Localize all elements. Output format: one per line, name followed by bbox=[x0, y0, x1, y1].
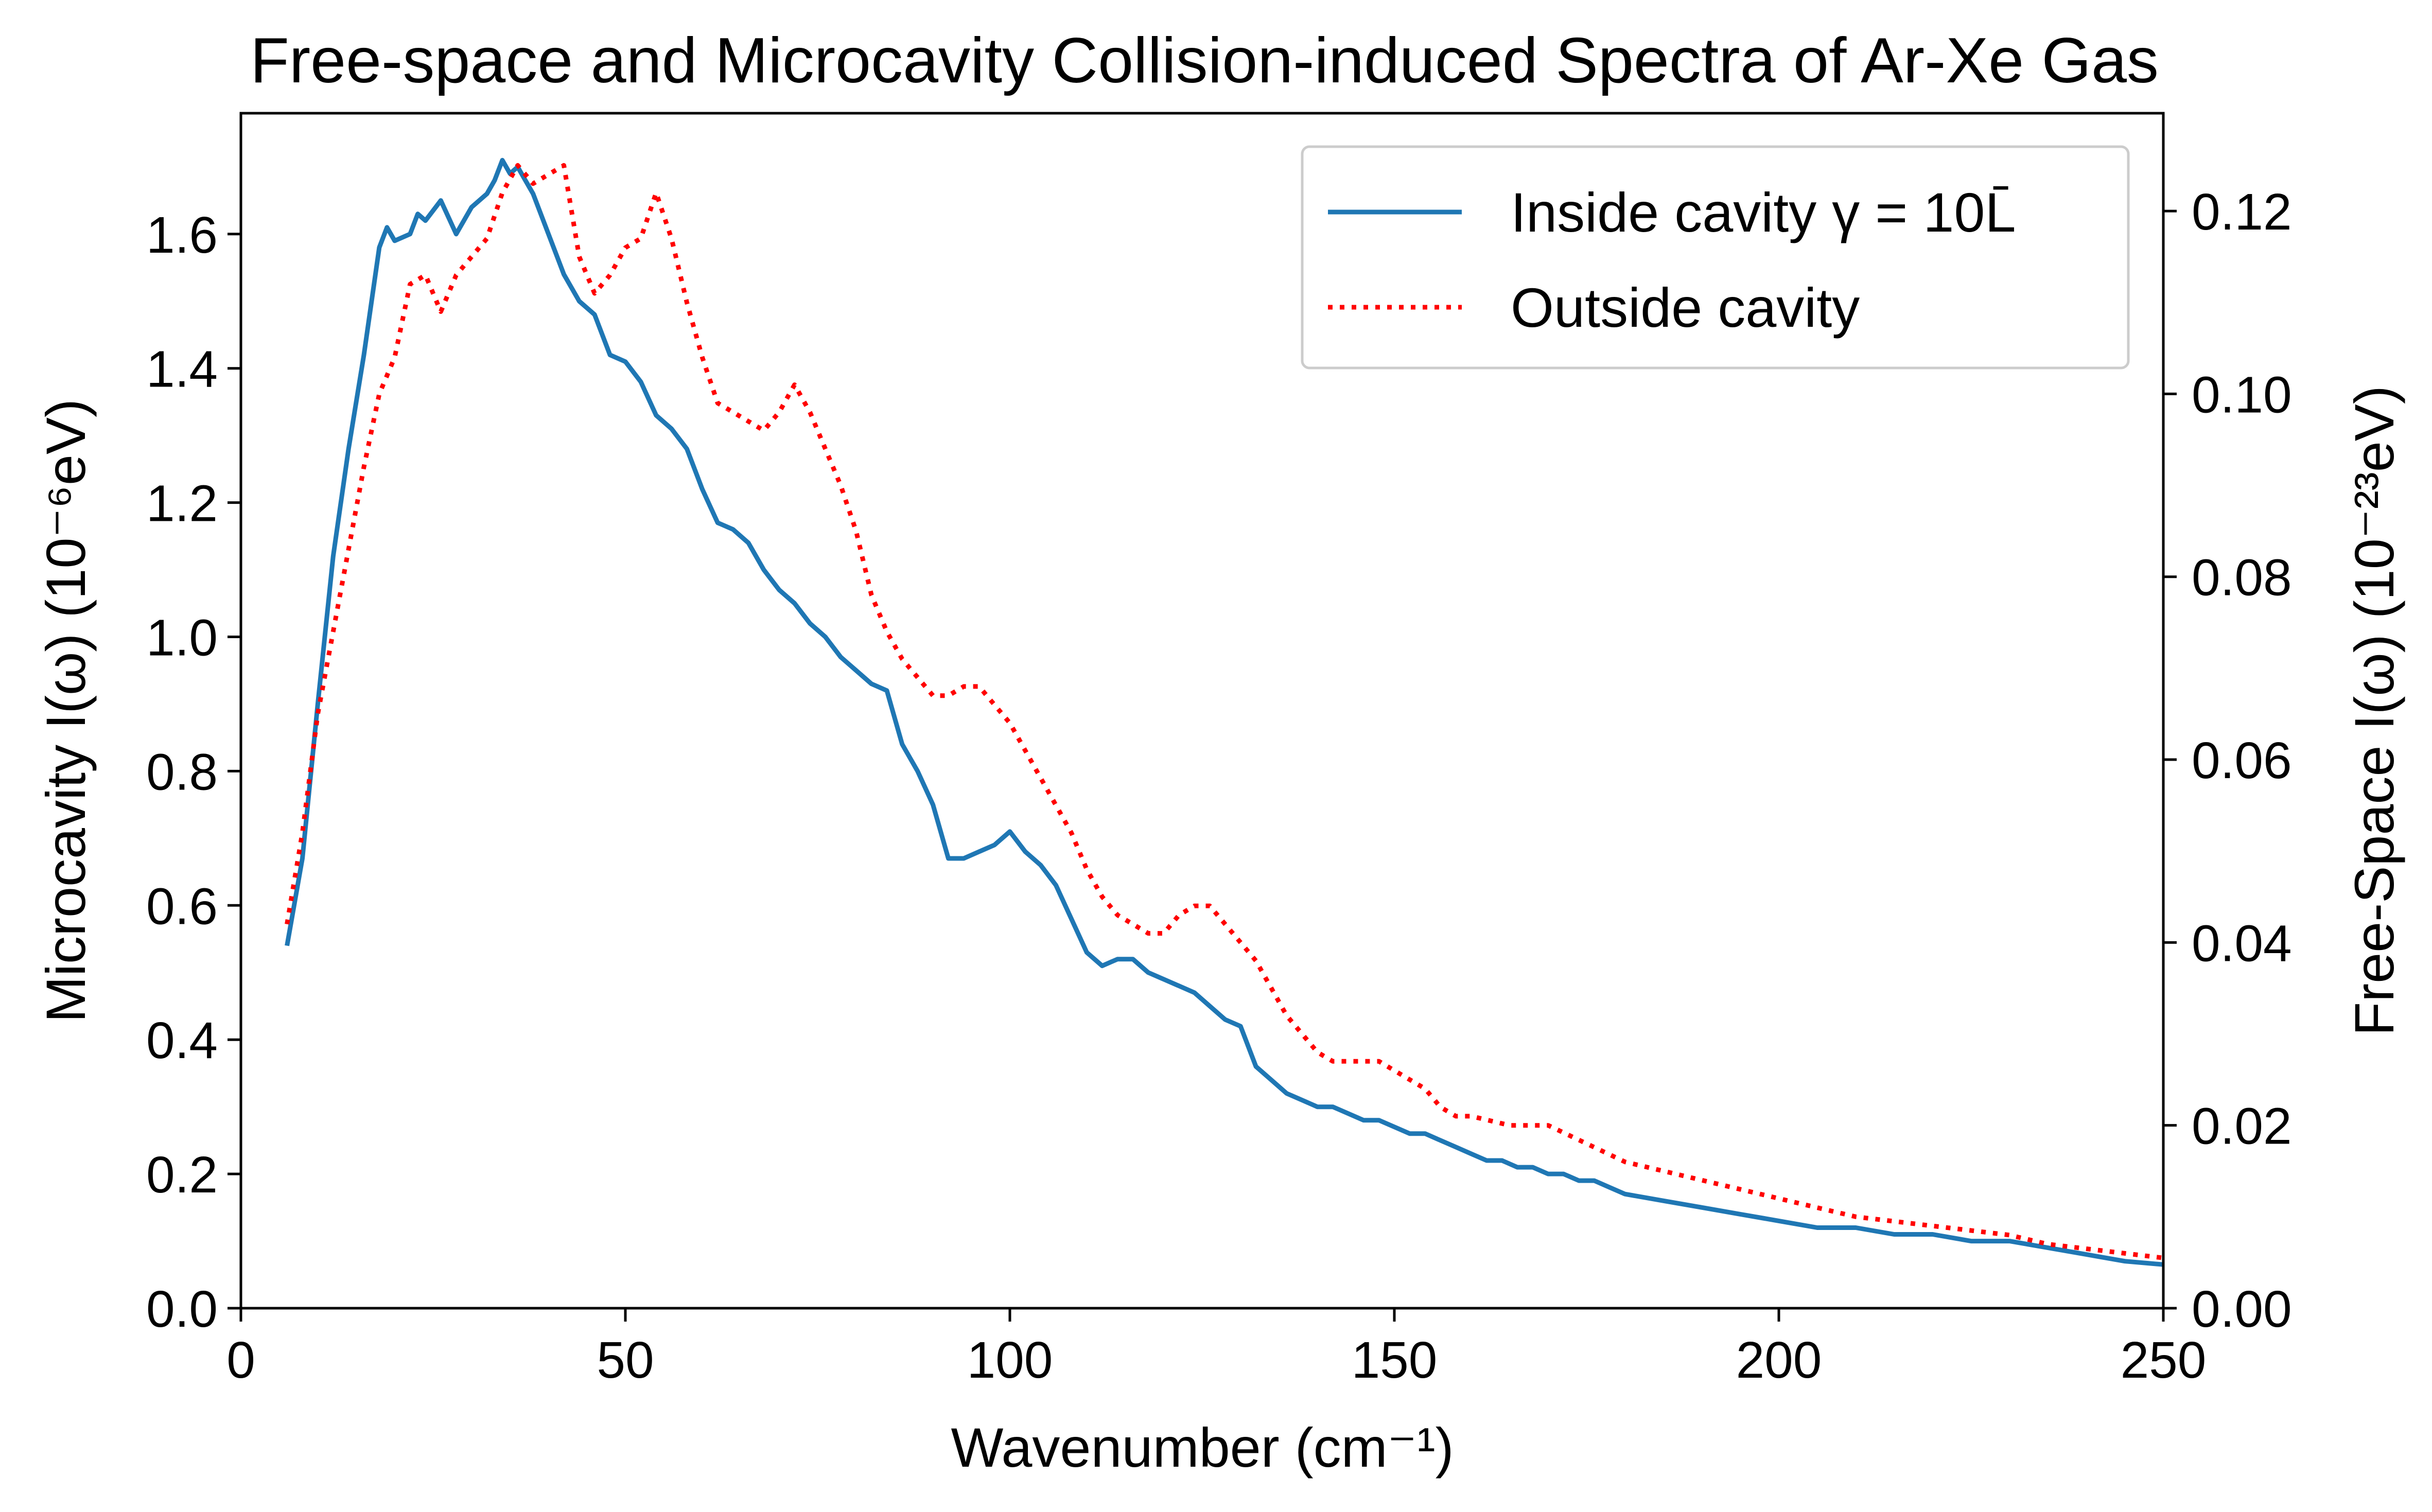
y-left-tick-label: 0.2 bbox=[146, 1146, 218, 1204]
plot-frame bbox=[239, 112, 2165, 1310]
series-line-inside-cavity bbox=[285, 157, 2164, 1267]
legend-label-outside-cavity: Outside cavity bbox=[1511, 276, 1860, 339]
y-right-tick-label: 0.08 bbox=[2192, 549, 2292, 607]
y-left-tick-label: 0.8 bbox=[146, 743, 218, 801]
x-tick-label: 150 bbox=[1352, 1331, 1438, 1389]
x-axis-ticks: 0 50 100 150 200 250 bbox=[226, 1308, 2206, 1389]
series-layer bbox=[285, 157, 2164, 1267]
y-left-axis-label: Microcavity I(ω) (10⁻⁶eV) bbox=[34, 399, 97, 1023]
y-left-tick-label: 0.4 bbox=[146, 1012, 218, 1069]
x-tick-label: 0 bbox=[226, 1331, 255, 1389]
y-left-tick-label: 0.6 bbox=[146, 877, 218, 935]
legend: Inside cavity γ = 10L̄ Outside cavity bbox=[1301, 145, 2130, 370]
y-left-tick-label: 1.6 bbox=[146, 206, 218, 264]
chart-title: Free-space and Microcavity Collision-ind… bbox=[250, 25, 2159, 96]
y-right-tick-label: 0.02 bbox=[2192, 1098, 2292, 1155]
y-left-axis-ticks: 0.0 0.2 0.4 0.6 0.8 1.0 1.2 1.4 1.6 bbox=[146, 206, 241, 1338]
y-right-tick-label: 0.06 bbox=[2192, 732, 2292, 789]
y-left-tick-label: 0.0 bbox=[146, 1280, 218, 1338]
y-left-tick-label: 1.4 bbox=[146, 341, 218, 398]
y-right-tick-label: 0.10 bbox=[2192, 366, 2292, 424]
y-right-tick-label: 0.00 bbox=[2192, 1280, 2292, 1338]
legend-box bbox=[1301, 145, 2130, 370]
y-right-tick-label: 0.04 bbox=[2192, 915, 2292, 972]
y-right-axis-label: Free-Space I(ω) (10⁻²³eV) bbox=[2343, 385, 2405, 1036]
x-tick-label: 200 bbox=[1736, 1331, 1822, 1389]
legend-label-inside-cavity: Inside cavity γ = 10L̄ bbox=[1511, 181, 2016, 243]
y-right-axis-ticks: 0.00 0.02 0.04 0.06 0.08 0.10 0.12 bbox=[2163, 183, 2292, 1338]
x-tick-label: 250 bbox=[2121, 1331, 2207, 1389]
x-tick-label: 100 bbox=[967, 1331, 1053, 1389]
x-axis-label: Wavenumber (cm⁻¹) bbox=[951, 1416, 1454, 1479]
x-tick-label: 50 bbox=[597, 1331, 654, 1389]
y-left-tick-label: 1.0 bbox=[146, 609, 218, 667]
y-right-tick-label: 0.12 bbox=[2192, 183, 2292, 241]
y-left-tick-label: 1.2 bbox=[146, 475, 218, 533]
